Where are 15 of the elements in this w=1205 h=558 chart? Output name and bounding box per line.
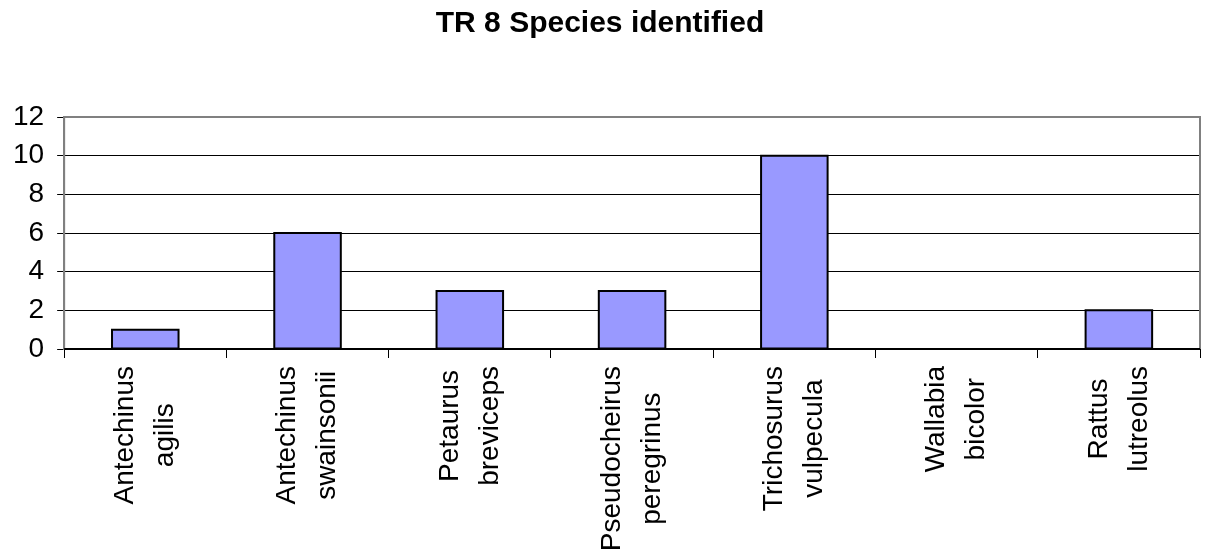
y-tick-label: 10 — [12, 138, 45, 170]
x-tick-label: Wallabia bicolor — [919, 365, 991, 473]
y-tick-label: 2 — [28, 293, 45, 325]
x-tick-label: Rattus lutreolus — [1081, 366, 1153, 472]
y-tick-label: 6 — [28, 215, 45, 247]
x-tick-label: Antechinus swainsonii — [270, 366, 342, 505]
y-tick-label: 8 — [28, 177, 45, 209]
y-tick-label: 4 — [28, 254, 45, 286]
x-tick-label: Antechinus agilis — [108, 366, 179, 505]
x-tick-label: Trichosurus vulpecula — [757, 365, 829, 512]
y-tick-label: 12 — [12, 99, 45, 131]
x-tick-label: Pseudocheirus peregrinus — [594, 366, 666, 552]
y-tick-label: 0 — [28, 331, 45, 363]
x-tick-label: Petaurus breviceps — [432, 366, 504, 486]
chart-title: TR 8 Species identified — [435, 5, 765, 39]
